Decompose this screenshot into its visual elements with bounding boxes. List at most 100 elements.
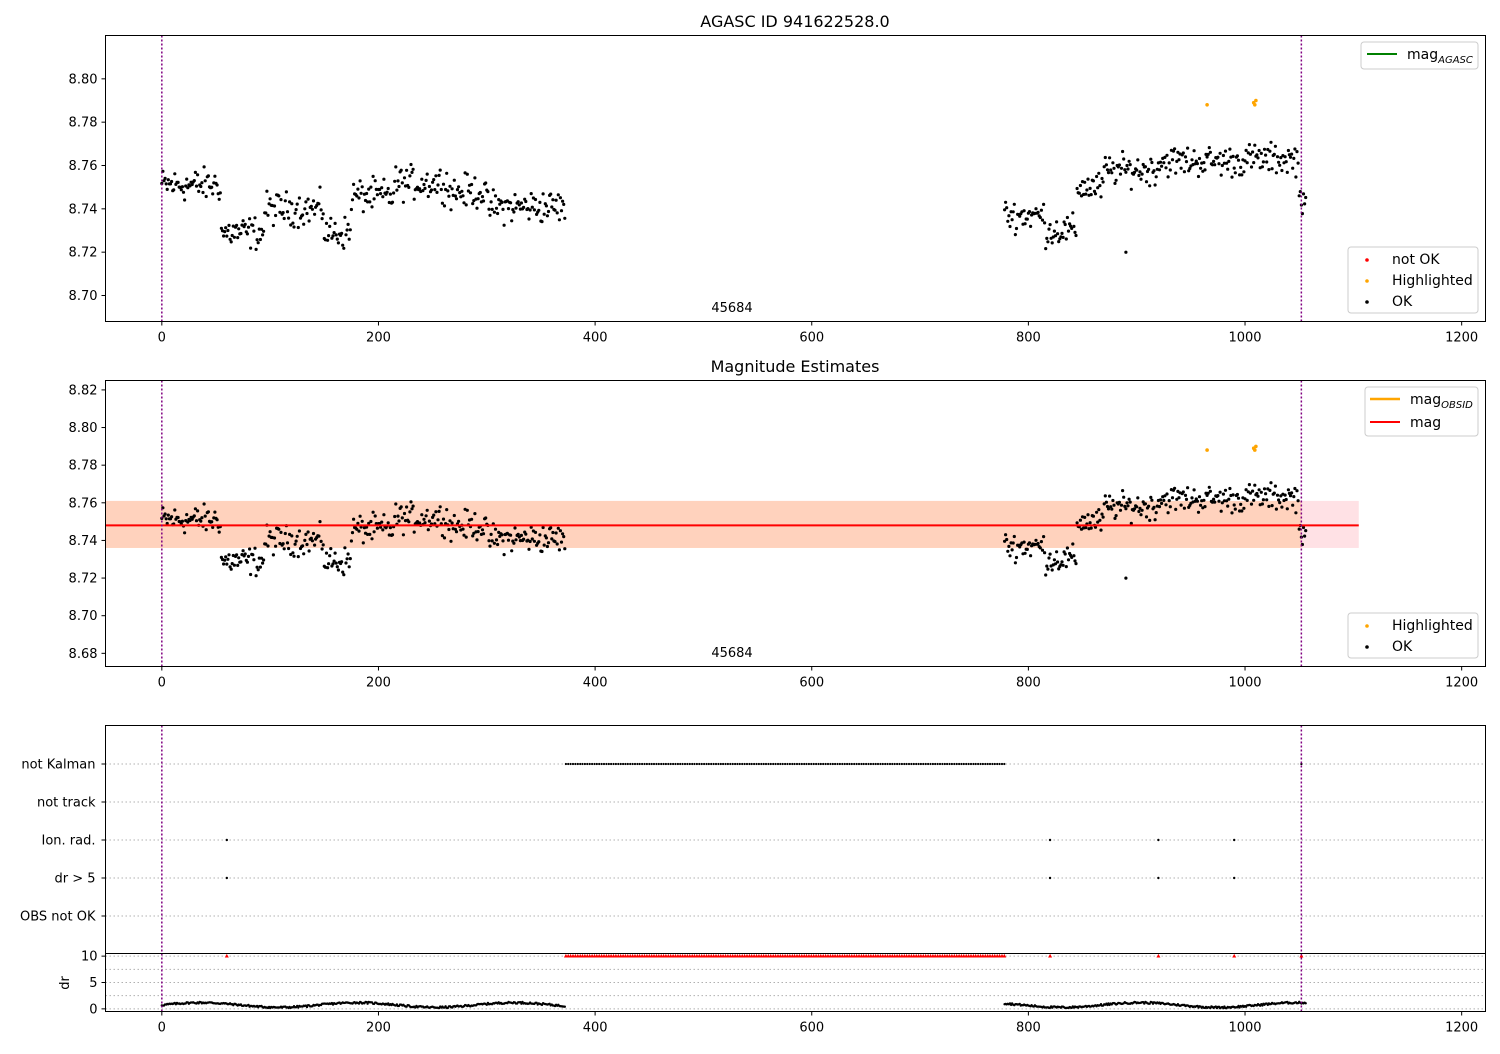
flag-point (717, 762, 720, 766)
flag-point (703, 762, 706, 766)
data-point (241, 549, 245, 553)
data-point (1053, 562, 1058, 566)
legend-top-lines[interactable]: magAGASC (1360, 41, 1479, 70)
data-point (1034, 538, 1038, 542)
flag-point (993, 762, 996, 766)
data-point (513, 193, 517, 197)
data-point (213, 510, 217, 514)
data-point (442, 536, 447, 540)
data-point (1207, 485, 1211, 489)
data-point (1084, 192, 1088, 196)
data-point (1186, 486, 1190, 490)
flag-point (745, 762, 749, 766)
data-point (201, 190, 205, 195)
data-point (1103, 494, 1107, 498)
data-point (185, 177, 189, 181)
flag-point (974, 762, 977, 766)
obsid-annotation-middle: 45684 (711, 646, 752, 661)
data-point (343, 215, 347, 219)
data-point (311, 531, 316, 536)
data-point (271, 553, 275, 557)
flag-point (788, 762, 792, 766)
flag-point (912, 762, 915, 766)
data-point (542, 543, 546, 547)
data-point (341, 243, 345, 247)
dr-point (1196, 1004, 1199, 1008)
data-point (1166, 175, 1170, 179)
flag-point (607, 762, 610, 766)
data-point (432, 178, 436, 182)
flag-point (681, 762, 684, 766)
data-point (165, 521, 169, 526)
data-point (1294, 175, 1298, 179)
data-point (1056, 232, 1060, 236)
data-point (545, 214, 550, 218)
data-point (1097, 171, 1101, 175)
flag-point (910, 762, 913, 766)
data-point (558, 529, 563, 533)
flag-point (831, 762, 834, 766)
y-tick-label: 8.76 (69, 496, 98, 511)
data-point (462, 533, 466, 537)
data-point (1038, 546, 1042, 550)
data-point (237, 227, 241, 231)
data-point (266, 213, 270, 217)
data-point (166, 178, 170, 182)
data-point (496, 542, 500, 547)
data-point (368, 200, 372, 204)
data-point (512, 210, 516, 214)
data-point (1102, 502, 1106, 506)
data-point (1158, 498, 1163, 502)
flag-point (722, 762, 725, 766)
data-point (522, 205, 526, 209)
flag-point (624, 762, 627, 766)
data-point (1227, 159, 1231, 163)
data-point (1174, 507, 1178, 511)
data-point (542, 212, 546, 216)
data-point (475, 206, 479, 210)
data-point (1247, 143, 1251, 147)
data-point (445, 171, 449, 175)
data-point (1153, 183, 1157, 187)
data-point (422, 517, 426, 521)
data-point (478, 190, 482, 195)
data-point (324, 221, 329, 225)
data-point (512, 541, 516, 545)
data-point (425, 172, 429, 176)
data-point (336, 241, 340, 245)
legend-middle-markers[interactable]: Highlighted OK (1347, 612, 1479, 659)
data-point (372, 530, 376, 534)
data-point (1283, 155, 1287, 159)
flag-point (605, 762, 608, 766)
data-point (442, 204, 447, 208)
flag-point (984, 762, 987, 766)
data-point (1096, 186, 1100, 190)
data-point (1158, 160, 1163, 164)
flag-point (764, 762, 768, 766)
dr-clipped-marker (1299, 953, 1304, 958)
data-point (292, 554, 296, 558)
flag-point (855, 762, 858, 766)
data-point (284, 190, 288, 194)
data-point (1105, 504, 1110, 509)
highlighted-point (1254, 444, 1258, 449)
data-point (309, 536, 313, 540)
legend-top-markers[interactable]: not OK Highlighted OK (1347, 246, 1479, 314)
data-point (165, 187, 169, 191)
flag-point (762, 762, 765, 766)
data-point (349, 539, 353, 543)
data-point (1072, 224, 1076, 228)
data-point (464, 535, 468, 539)
legend-middle-lines[interactable]: magOBSID mag (1364, 386, 1479, 437)
flag-point (891, 762, 894, 766)
data-point (210, 520, 214, 524)
data-point (296, 225, 300, 230)
flag-point (738, 762, 741, 766)
data-point (1154, 175, 1158, 179)
flag-point (807, 762, 811, 766)
data-point (230, 233, 234, 238)
data-point (1055, 220, 1059, 224)
data-point (217, 530, 221, 534)
flag-point (972, 762, 975, 766)
flag-point (683, 762, 687, 766)
